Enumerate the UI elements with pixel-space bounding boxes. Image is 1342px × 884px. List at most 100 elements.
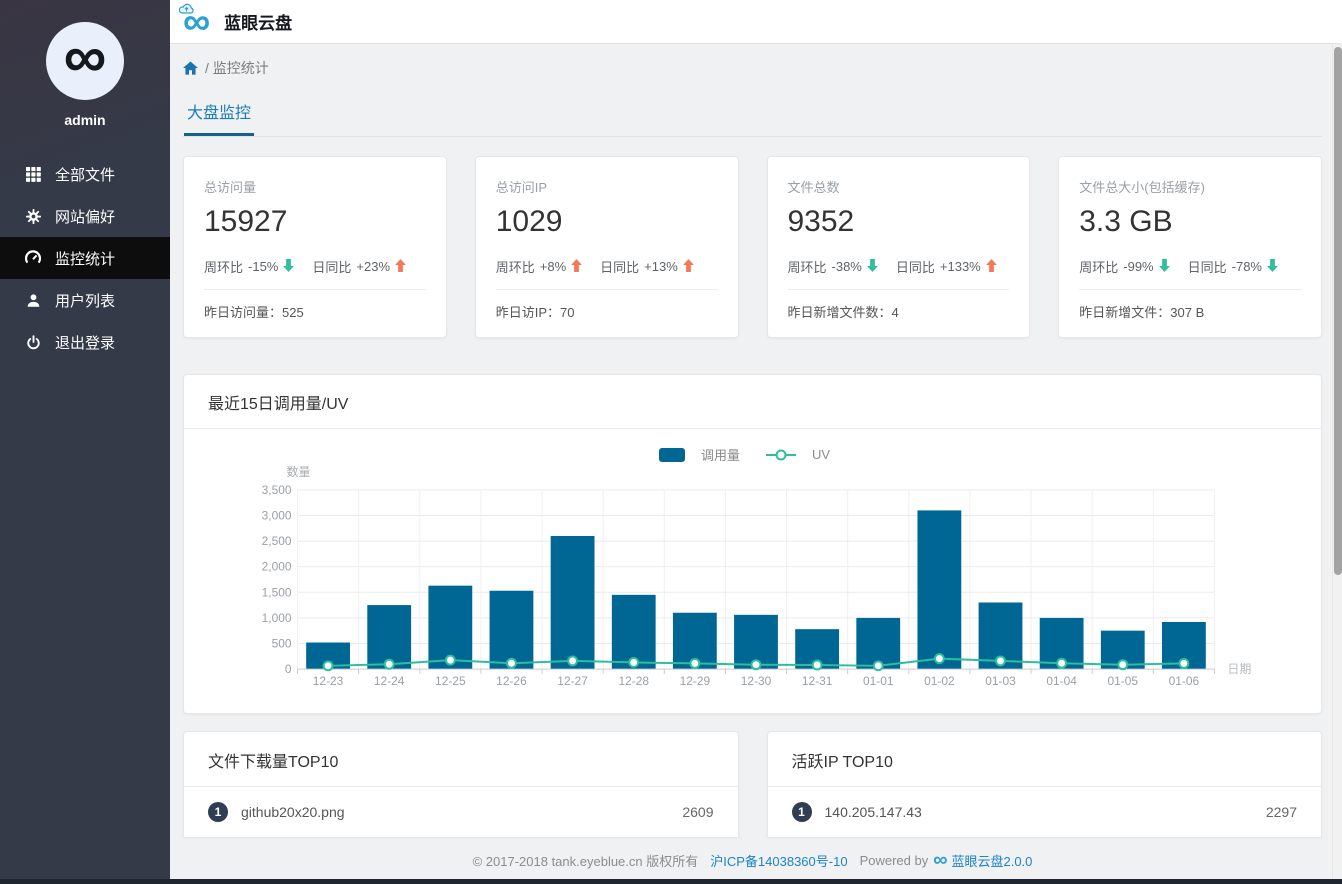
legend-bar-swatch[interactable] xyxy=(658,447,685,462)
sidebar-item-2[interactable]: 监控统计 xyxy=(0,237,170,279)
svg-text:01-01: 01-01 xyxy=(863,674,894,688)
list-item: 1 140.205.147.43 2297 xyxy=(768,787,1322,837)
sidebar-item-4[interactable]: 退出登录 xyxy=(0,321,170,363)
icp-link[interactable]: 沪ICP备14038360号-10 xyxy=(710,853,848,869)
stat-card-title: 文件总大小(包括缓存) xyxy=(1079,180,1205,195)
product-link[interactable]: 蓝眼云盘2.0.0 xyxy=(951,853,1033,869)
panel-title: 文件下载量TOP10 xyxy=(184,732,738,787)
sidebar-item-label: 网站偏好 xyxy=(55,208,116,226)
svg-text:3,500: 3,500 xyxy=(262,483,292,497)
stat-card-trends: 周环比 +8% 日同比 +13% xyxy=(496,257,718,276)
stat-card-value: 3.3 GB xyxy=(1079,205,1173,238)
page-content: / 监控统计 大盘监控 总访问量 15927 周环比 -15% 日同比 +23% 昨… xyxy=(170,44,1342,884)
divider xyxy=(204,289,426,290)
copyright-text: © 2017-2018 tank.eyeblue.cn 版权所有 xyxy=(472,853,699,869)
chart-svg: 0 500 1,000 1,500 2,000 2,500 3,000 3,500 12-23 1… xyxy=(262,464,1252,688)
svg-text:0: 0 xyxy=(285,662,292,676)
app-header: ∞ 蓝眼云盘 xyxy=(170,0,1342,44)
chart-legend: 调用量 UV xyxy=(184,445,1321,464)
tab-bar: 大盘监控 xyxy=(183,99,1322,137)
svg-text:2,500: 2,500 xyxy=(262,534,292,548)
tab-dashboard-monitor[interactable]: 大盘监控 xyxy=(184,99,255,136)
stat-card-footer: 昨日访问量：525 xyxy=(204,305,304,320)
legend-line-swatch[interactable] xyxy=(765,448,796,462)
stat-card-footer: 昨日访IP：70 xyxy=(495,305,575,320)
legend-bar-label[interactable]: 调用量 xyxy=(700,448,740,463)
stat-card-trends: 周环比 -38% 日同比 +133% xyxy=(788,257,1010,276)
svg-text:12-24: 12-24 xyxy=(374,674,405,688)
top10-panels: 文件下载量TOP10 1 github20x20.png 2609 活跃IP T… xyxy=(183,730,1322,837)
top10-panel-0: 文件下载量TOP10 1 github20x20.png 2609 xyxy=(183,730,739,837)
sidebar-item-0[interactable]: 全部文件 xyxy=(0,153,170,195)
scrollbar-thumb[interactable] xyxy=(1334,47,1342,575)
dashboard-icon xyxy=(25,250,41,266)
chart-title: 最近15日调用量/UV xyxy=(184,375,1321,429)
powered-by-text: Powered by xyxy=(859,852,929,868)
sidebar-item-label: 用户列表 xyxy=(55,292,116,310)
divider xyxy=(787,289,1010,290)
user-icon xyxy=(25,292,41,308)
rank-badge: 1 xyxy=(208,801,228,822)
svg-text:01-03: 01-03 xyxy=(985,674,1016,688)
trend-up-icon xyxy=(395,258,406,275)
stat-card-0: 总访问量 15927 周环比 -15% 日同比 +23% 昨日访问量：525 xyxy=(183,156,447,338)
scrollbar-track[interactable] xyxy=(1332,44,1342,879)
trend-down-icon xyxy=(1267,258,1278,275)
item-name: github20x20.png xyxy=(241,803,345,820)
home-icon[interactable] xyxy=(183,61,198,75)
stat-card-value: 15927 xyxy=(204,205,288,238)
gear-icon xyxy=(25,208,41,224)
sidebar: ∞ admin 全部文件 网站偏好 监控统计 用户列表 退出登录 xyxy=(0,0,170,884)
svg-text:12-23: 12-23 xyxy=(313,674,344,688)
svg-text:日期: 日期 xyxy=(1227,662,1251,676)
svg-text:12-27: 12-27 xyxy=(557,674,588,688)
trend-down-icon xyxy=(283,258,295,275)
sidebar-item-label: 监控统计 xyxy=(55,250,116,268)
svg-text:12-30: 12-30 xyxy=(741,674,772,688)
app-logo-icon: ∞ xyxy=(179,3,210,41)
sidebar-item-3[interactable]: 用户列表 xyxy=(0,279,170,321)
stat-card-1: 总访问IP 1029 周环比 +8% 日同比 +13% 昨日访IP：70 xyxy=(474,156,739,338)
svg-text:3,000: 3,000 xyxy=(262,508,292,522)
stat-card-3: 文件总大小(包括缓存) 3.3 GB 周环比 -99% 日同比 -78% 昨日新增文… xyxy=(1058,156,1322,338)
sidebar-item-1[interactable]: 网站偏好 xyxy=(0,195,170,237)
breadcrumb: / 监控统计 xyxy=(183,44,1322,78)
chart-body: 调用量 UV 0 500 1,000 1,500 2,000 2,500 3,000 3,500… xyxy=(184,429,1321,713)
svg-text:12-29: 12-29 xyxy=(680,674,711,688)
stat-card-title: 文件总数 xyxy=(787,180,840,195)
calls-uv-chart: 0 500 1,000 1,500 2,000 2,500 3,000 3,500 12-23 1… xyxy=(184,464,1321,701)
breadcrumb-path: / 监控统计 xyxy=(205,60,269,76)
svg-text:12-25: 12-25 xyxy=(435,674,466,688)
avatar-logo-icon: ∞ xyxy=(63,23,107,90)
item-value: 2609 xyxy=(682,803,714,820)
chart-card: 最近15日调用量/UV 调用量 UV 0 500 1,000 1,500 2,000 2,5… xyxy=(183,374,1322,714)
trend-up-icon xyxy=(682,258,694,275)
legend-line-label[interactable]: UV xyxy=(811,447,831,462)
trend-down-icon xyxy=(866,258,878,275)
sidebar-item-label: 全部文件 xyxy=(55,166,116,184)
page-footer: © 2017-2018 tank.eyeblue.cn 版权所有 沪ICP备14… xyxy=(183,837,1322,870)
svg-text:数量: 数量 xyxy=(287,464,311,479)
sidebar-nav: 全部文件 网站偏好 监控统计 用户列表 退出登录 xyxy=(0,153,170,363)
item-value: 2297 xyxy=(1265,803,1297,820)
svg-text:12-28: 12-28 xyxy=(618,674,649,688)
divider xyxy=(1079,289,1301,290)
top10-panel-1: 活跃IP TOP10 1 140.205.147.43 2297 xyxy=(766,730,1322,837)
stat-card-footer: 昨日新增文件：307 B xyxy=(1079,305,1205,320)
svg-text:1,500: 1,500 xyxy=(262,585,292,599)
item-name: 140.205.147.43 xyxy=(824,803,922,820)
stat-card-value: 9352 xyxy=(787,205,855,238)
stat-card-trends: 周环比 -99% 日同比 -78% xyxy=(1079,257,1301,276)
stat-card-value: 1029 xyxy=(495,205,563,238)
stat-card-title: 总访问量 xyxy=(204,180,257,195)
stat-card-2: 文件总数 9352 周环比 -38% 日同比 +133% 昨日新增文件数：4 xyxy=(766,156,1031,338)
svg-text:01-04: 01-04 xyxy=(1046,674,1077,688)
powered-by: Powered by ∞ 蓝眼云盘2.0.0 xyxy=(859,850,1033,870)
power-icon xyxy=(25,334,41,350)
svg-text:01-02: 01-02 xyxy=(924,674,955,688)
svg-text:500: 500 xyxy=(272,636,292,650)
grid-icon xyxy=(25,166,41,182)
bottom-edge-strip xyxy=(0,879,1342,884)
trend-down-icon xyxy=(1158,258,1170,275)
username: admin xyxy=(64,112,106,128)
